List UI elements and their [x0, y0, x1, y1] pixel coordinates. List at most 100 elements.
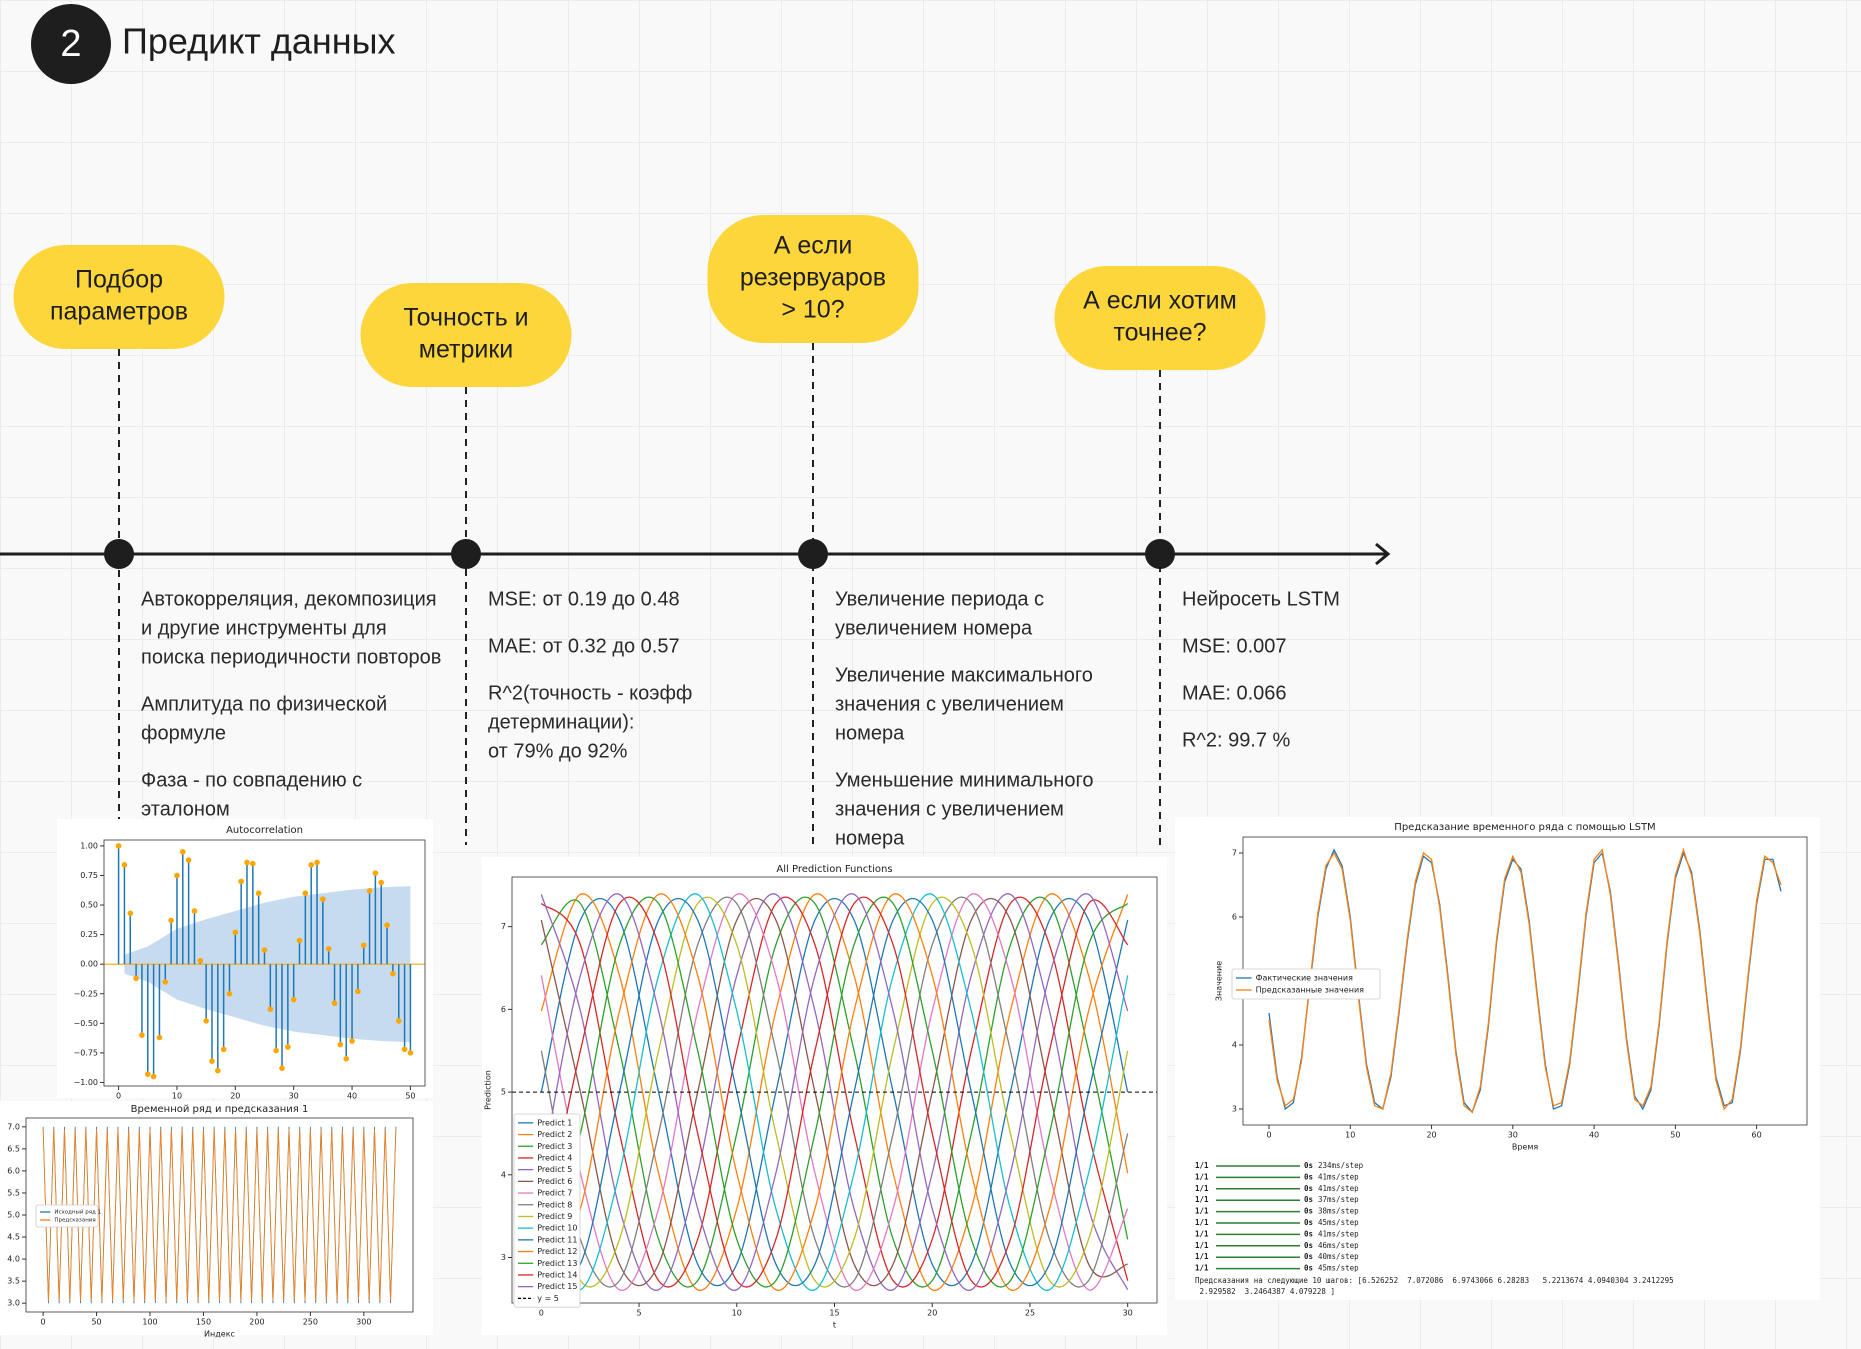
stem-marker	[185, 857, 192, 863]
stem-marker	[255, 890, 262, 897]
log-speed: 46ms/step	[1318, 1241, 1359, 1250]
legend-label: Predict 8	[537, 1200, 572, 1209]
y-tick-label: 6.5	[7, 1144, 20, 1153]
plot-frame	[25, 1117, 414, 1313]
y-tick-label: 6	[501, 1005, 506, 1014]
log-count: 1/1	[1195, 1264, 1209, 1273]
stem-marker	[267, 1006, 274, 1012]
legend-label: Предсказанные значения	[1256, 986, 1365, 995]
log-speed: 38ms/step	[1318, 1207, 1359, 1216]
y-tick-label: 3	[1232, 1105, 1237, 1114]
log-count: 1/1	[1195, 1207, 1209, 1216]
x-tick-label: 60	[1752, 1131, 1762, 1140]
stem-marker	[162, 979, 169, 985]
x-tick-label: 0	[116, 1092, 121, 1101]
stem-marker	[302, 890, 309, 897]
legend-label: Predict 6	[537, 1177, 572, 1186]
log-count: 1/1	[1195, 1252, 1209, 1261]
log-speed: 45ms/step	[1318, 1264, 1359, 1273]
stage-bubble	[707, 215, 919, 343]
legend-label: Predict 10	[537, 1224, 577, 1233]
y-tick-label: 0.50	[80, 901, 98, 910]
x-tick-label: 0	[41, 1318, 46, 1327]
stem-marker	[314, 859, 320, 866]
log-count: 1/1	[1195, 1218, 1209, 1227]
stage-note: значения с увеличением	[835, 798, 1064, 820]
stem-marker	[320, 896, 326, 902]
y-tick-label: 1.00	[80, 841, 98, 850]
stage-label: > 10?	[781, 296, 844, 324]
stage-note: значения с увеличением	[835, 693, 1064, 715]
x-tick-label: 20	[1426, 1131, 1436, 1140]
y-tick-label: 4.5	[7, 1233, 20, 1242]
series-line	[540, 896, 1129, 1288]
stem-marker	[203, 1018, 209, 1024]
plot-frame	[511, 876, 1158, 1304]
timeline-node	[1145, 539, 1175, 569]
stem-marker	[150, 1073, 157, 1080]
y-axis-label: Prediction	[484, 1070, 493, 1110]
stage-label: резервуаров	[740, 264, 886, 292]
stage-note: Нейросеть LSTM	[1182, 588, 1340, 610]
stem-marker	[179, 849, 186, 855]
log-time: 0s	[1304, 1252, 1313, 1261]
y-tick-label: 3.5	[7, 1277, 20, 1286]
stage-note: MSE: от 0.19 до 0.48	[488, 588, 680, 610]
log-count: 1/1	[1195, 1184, 1209, 1193]
stem-marker	[331, 1000, 338, 1007]
stage-label: параметров	[50, 298, 188, 326]
y-tick-label: −0.75	[73, 1048, 98, 1057]
timeline-node	[104, 539, 134, 569]
stage-note: Автокорреляция, декомпозиция	[141, 588, 437, 610]
series-line	[540, 896, 1129, 1288]
log-speed: 40ms/step	[1318, 1252, 1359, 1261]
legend-label: Predict 1	[537, 1118, 572, 1127]
log-count: 1/1	[1195, 1195, 1209, 1204]
stage-note: номера	[835, 722, 905, 744]
x-tick-label: 25	[1025, 1309, 1035, 1318]
stem-marker	[127, 910, 134, 917]
timeline-arrow	[1375, 542, 1391, 566]
log-time: 0s	[1304, 1229, 1313, 1238]
section-badge	[31, 4, 111, 84]
x-tick-label: 50	[405, 1092, 415, 1101]
log-count: 1/1	[1195, 1229, 1209, 1238]
stem-marker	[349, 1038, 355, 1044]
legend-box	[1231, 968, 1381, 1000]
log-time: 0s	[1304, 1161, 1313, 1170]
log-speed: 41ms/step	[1318, 1184, 1359, 1193]
x-tick-label: 40	[1589, 1131, 1599, 1140]
plot-area	[512, 893, 1157, 1291]
stem-marker	[308, 862, 314, 868]
log-output: 2.929582 3.2464387 4.079228 ]	[1195, 1287, 1335, 1296]
stage-note: номера	[835, 827, 905, 849]
stem-marker	[156, 1034, 163, 1041]
x-tick-label: 20	[230, 1092, 240, 1101]
timeline-node	[451, 539, 481, 569]
x-tick-label: 50	[1670, 1131, 1680, 1140]
stem-marker	[232, 929, 239, 936]
y-tick-label: −1.00	[73, 1078, 98, 1087]
plot-frame	[103, 839, 426, 1087]
stem-marker	[115, 843, 122, 849]
log-speed: 41ms/step	[1318, 1229, 1359, 1238]
series-line	[540, 896, 1129, 1288]
x-tick-label: 0	[539, 1309, 544, 1318]
y-tick-label: 0.75	[80, 871, 98, 880]
section-number: 2	[60, 23, 81, 65]
y-tick-label: −0.25	[73, 989, 98, 998]
x-tick-label: 5	[636, 1309, 641, 1318]
log-count: 1/1	[1195, 1161, 1209, 1170]
stem-marker	[366, 888, 373, 894]
stem-marker	[279, 1065, 285, 1072]
stage-note: Фаза - по совпадению с	[141, 769, 362, 791]
y-tick-label: 5	[501, 1088, 506, 1097]
legend-label: Предсказания	[54, 1218, 95, 1224]
y-tick-label: 3	[501, 1253, 506, 1262]
y-tick-label: 0.00	[80, 960, 98, 969]
legend-label: Predict 15	[537, 1282, 577, 1291]
stage-bubble	[360, 283, 572, 387]
series-line	[540, 893, 1129, 1291]
plot-area	[42, 1126, 397, 1304]
